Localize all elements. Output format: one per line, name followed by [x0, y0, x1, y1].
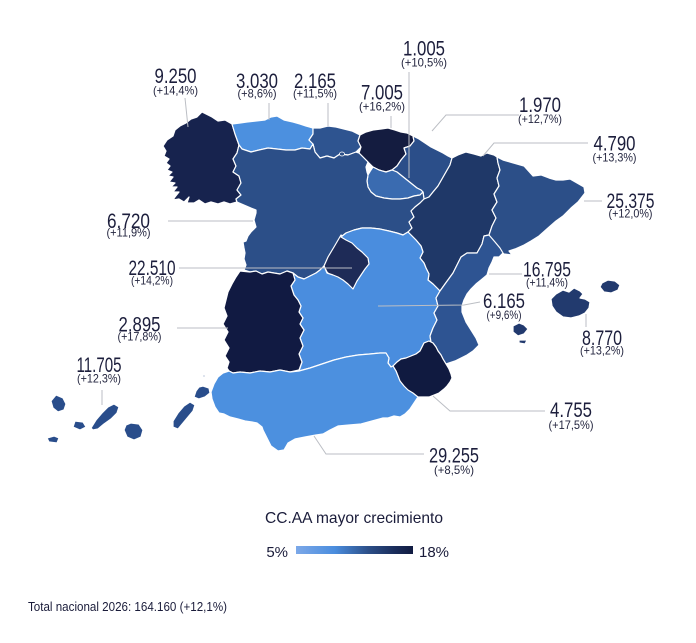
svg-text:(+12,3%): (+12,3%): [77, 372, 121, 386]
svg-text:2.895: 2.895: [119, 314, 161, 337]
svg-text:3.030: 3.030: [236, 70, 278, 93]
svg-text:11.705: 11.705: [77, 354, 122, 377]
svg-text:(+9,6%): (+9,6%): [487, 308, 522, 322]
svg-text:(+12,7%): (+12,7%): [518, 112, 562, 126]
svg-text:(+11,9%): (+11,9%): [107, 226, 151, 240]
svg-text:4.790: 4.790: [594, 133, 636, 156]
svg-text:(+8,6%): (+8,6%): [238, 87, 277, 101]
svg-text:6.720: 6.720: [107, 210, 150, 233]
svg-text:1.005: 1.005: [403, 38, 445, 61]
svg-text:(+11,5%): (+11,5%): [293, 87, 337, 101]
svg-text:18%: 18%: [419, 544, 449, 561]
svg-text:7.005: 7.005: [361, 82, 403, 105]
svg-text:(+14,2%): (+14,2%): [131, 274, 173, 288]
svg-text:(+13,3%): (+13,3%): [593, 151, 637, 165]
svg-text:(+13,2%): (+13,2%): [580, 344, 624, 358]
svg-text:22.510: 22.510: [129, 257, 176, 280]
svg-text:(+17,8%): (+17,8%): [118, 330, 162, 344]
svg-text:(+17,5%): (+17,5%): [549, 418, 594, 432]
svg-text:9.250: 9.250: [155, 65, 197, 88]
svg-text:(+14,4%): (+14,4%): [153, 84, 198, 98]
svg-text:2.165: 2.165: [294, 70, 336, 93]
svg-text:4.755: 4.755: [550, 399, 592, 422]
svg-text:(+11,4%): (+11,4%): [526, 276, 568, 290]
svg-text:(+10,5%): (+10,5%): [401, 56, 447, 70]
svg-text:25.375: 25.375: [607, 190, 655, 213]
svg-text:(+8,5%): (+8,5%): [434, 463, 474, 477]
svg-text:8.770: 8.770: [582, 327, 622, 350]
svg-text:29.255: 29.255: [429, 445, 479, 468]
svg-text:1.970: 1.970: [519, 94, 561, 117]
svg-text:5%: 5%: [266, 544, 288, 561]
svg-text:(+12,0%): (+12,0%): [609, 207, 653, 221]
svg-text:CC.AA mayor crecimiento: CC.AA mayor crecimiento: [265, 510, 443, 527]
svg-text:6.165: 6.165: [483, 290, 525, 313]
svg-text:16.795: 16.795: [523, 259, 571, 282]
svg-text:(+16,2%): (+16,2%): [359, 100, 405, 114]
svg-text:Total nacional 2026: 164.160 (: Total nacional 2026: 164.160 (+12,1%): [28, 599, 227, 614]
